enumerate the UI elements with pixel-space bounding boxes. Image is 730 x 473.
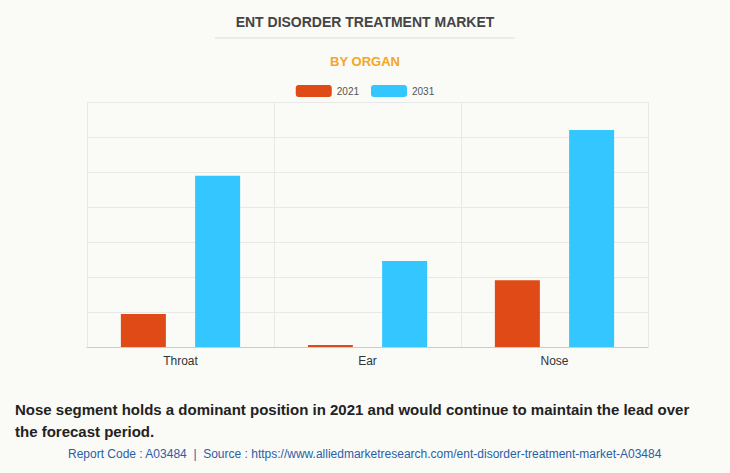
svg-text:2021: 2021	[337, 86, 360, 97]
svg-text:2031: 2031	[412, 86, 435, 97]
svg-text:Report Code : A03484 | Sourc: Report Code : A03484 | Source : https://…	[68, 447, 662, 461]
svg-text:the forecast period.: the forecast period.	[15, 423, 154, 440]
svg-text:ENT DISORDER TREATMENT MARKET: ENT DISORDER TREATMENT MARKET	[236, 14, 495, 30]
svg-text:Throat: Throat	[163, 354, 198, 368]
svg-text:BY ORGAN: BY ORGAN	[330, 54, 400, 69]
svg-text:Nose segment holds a dominant: Nose segment holds a dominant position i…	[15, 401, 693, 418]
svg-text:Ear: Ear	[358, 354, 377, 368]
svg-text:Nose: Nose	[540, 354, 568, 368]
